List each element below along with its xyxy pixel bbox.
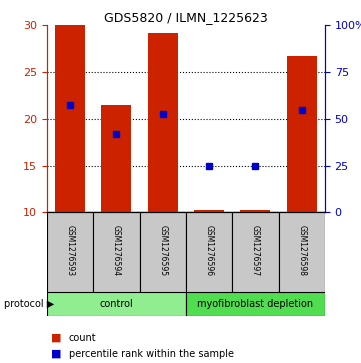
Bar [55,25,85,212]
Bar [279,212,325,292]
Bar [47,292,186,316]
Text: GSM1276594: GSM1276594 [112,225,121,276]
Text: control: control [100,299,133,309]
Bar [140,212,186,292]
Bar [47,212,93,292]
Text: GSM1276598: GSM1276598 [297,225,306,276]
Text: GSM1276593: GSM1276593 [66,225,75,276]
Bar [287,56,317,212]
Text: GSM1276597: GSM1276597 [251,225,260,276]
Text: percentile rank within the sample: percentile rank within the sample [69,349,234,359]
Text: count: count [69,333,96,343]
Bar [232,212,279,292]
Text: protocol ▶: protocol ▶ [4,299,54,309]
Bar [148,33,178,212]
Title: GDS5820 / ILMN_1225623: GDS5820 / ILMN_1225623 [104,11,268,24]
Text: ■: ■ [51,349,61,359]
Bar [93,212,140,292]
Bar [186,292,325,316]
Bar [186,212,232,292]
Bar [194,209,224,212]
Text: GSM1276595: GSM1276595 [158,225,167,276]
Bar [240,209,270,212]
Text: GSM1276596: GSM1276596 [205,225,214,276]
Text: ■: ■ [51,333,61,343]
Text: myofibroblast depletion: myofibroblast depletion [197,299,313,309]
Bar [101,105,131,212]
